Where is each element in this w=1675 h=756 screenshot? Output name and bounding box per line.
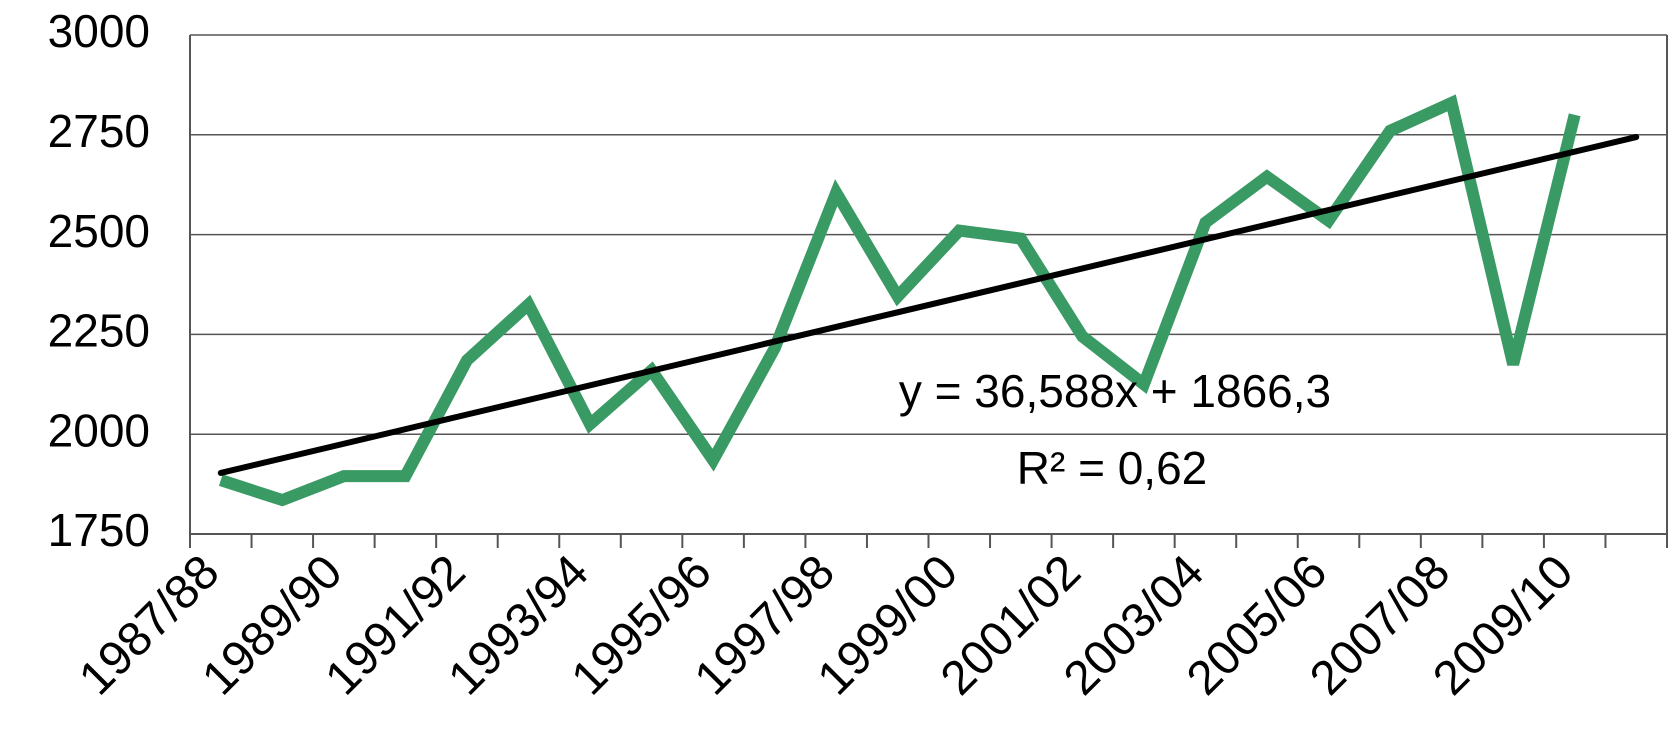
data-line — [218, 94, 1581, 507]
y-tick-label: 2500 — [48, 205, 150, 257]
y-tick-label: 3000 — [48, 5, 150, 57]
y-tick-label: 2250 — [48, 305, 150, 357]
y-tick-label: 2000 — [48, 404, 150, 456]
trend-equation: y = 36,588x + 1866,3 — [899, 365, 1331, 417]
x-tick-label: 2009/10 — [1423, 545, 1583, 705]
trendline — [217, 134, 1640, 476]
y-tick-label: 2750 — [48, 105, 150, 157]
trend-r-squared: R² = 0,62 — [1017, 442, 1208, 494]
y-tick-label: 1750 — [48, 504, 150, 556]
